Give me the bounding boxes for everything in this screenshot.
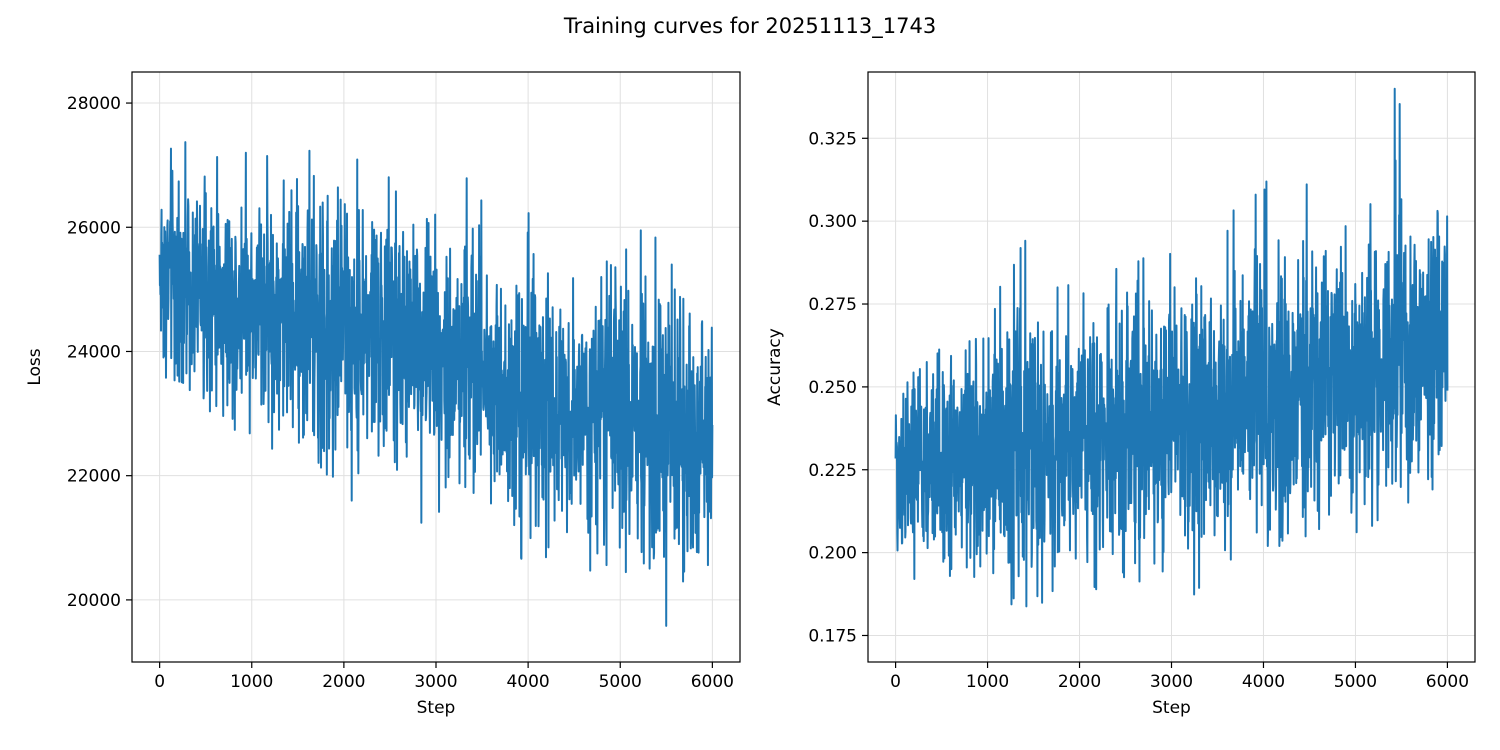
accuracy-y-tick-label: 0.325 [808,129,857,149]
loss-y-tick-label: 28000 [67,94,121,114]
loss-y-tick-label: 26000 [67,218,121,238]
accuracy-y-tick-label: 0.200 [808,544,857,564]
loss-x-tick-label: 3000 [414,672,457,692]
figure-title: Training curves for 20251113_1743 [563,14,936,39]
loss-x-tick-label: 2000 [322,672,365,692]
accuracy-x-tick-label: 4000 [1242,672,1285,692]
loss-x-tick-label: 5000 [599,672,642,692]
accuracy-y-tick-label: 0.300 [808,212,857,232]
loss-y-axis-label: Loss [25,348,45,385]
loss-x-tick-label: 6000 [691,672,734,692]
accuracy-x-tick-label: 5000 [1334,672,1377,692]
loss-y-tick-label: 20000 [67,591,121,611]
loss-series-line [158,141,714,627]
accuracy-x-tick-label: 2000 [1058,672,1101,692]
accuracy-y-tick-label: 0.225 [808,461,857,481]
loss-y-tick-label: 22000 [67,467,121,487]
loss-x-tick-label: 4000 [506,672,549,692]
accuracy-x-axis-label: Step [1152,698,1191,718]
loss-x-axis-label: Step [417,698,456,718]
accuracy-x-tick-label: 1000 [966,672,1009,692]
accuracy-x-tick-label: 3000 [1150,672,1193,692]
accuracy-y-tick-label: 0.250 [808,378,857,398]
loss-panel: 0 1000 2000 3000 4000 5000 6000 20000 22000 24000… [25,71,741,718]
accuracy-x-tick-label: 0 [890,672,901,692]
loss-y-tick-label: 24000 [67,342,121,362]
accuracy-y-axis-label: Accuracy [765,328,785,406]
accuracy-panel: 0 1000 2000 3000 4000 5000 6000 0.175 0.200 0.225… [765,71,1476,718]
accuracy-y-tick-label: 0.175 [808,626,857,646]
loss-x-tick-label: 0 [154,672,165,692]
accuracy-series-line [894,87,1449,608]
accuracy-y-tick-label: 0.275 [808,295,857,315]
accuracy-x-tick-label: 6000 [1426,672,1469,692]
loss-x-tick-label: 1000 [230,672,273,692]
